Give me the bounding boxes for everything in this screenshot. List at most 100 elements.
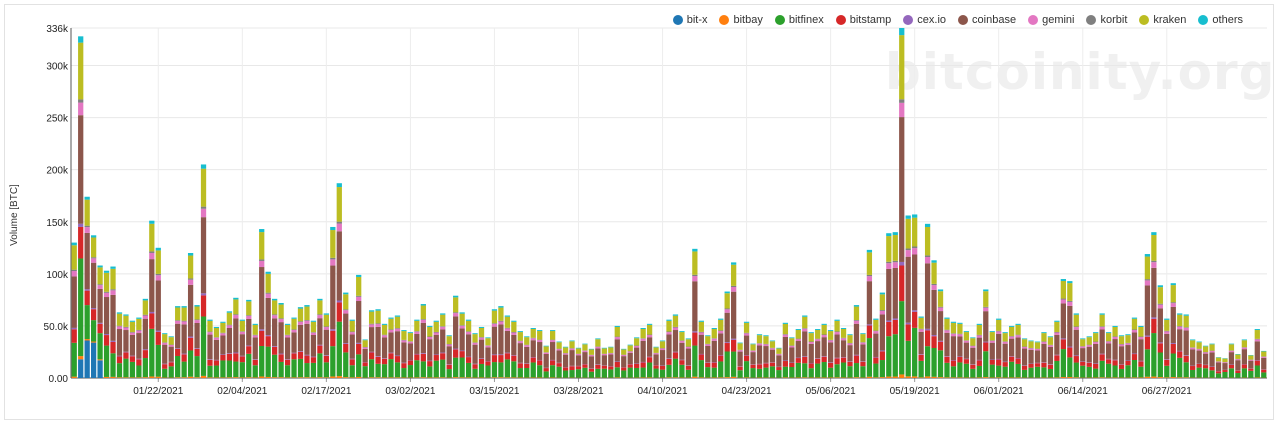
bar-segment-bitstamp <box>381 358 388 365</box>
bar-segment-cexio <box>246 345 252 347</box>
bar-segment-cexio <box>918 354 924 355</box>
bar-segment-bitfinex <box>944 362 950 378</box>
bar-segment-korbit <box>330 257 336 260</box>
bar-segment-coinbase <box>659 350 666 366</box>
bar-segment-gemini <box>465 331 472 335</box>
bar-segment-bitfinex <box>1144 349 1151 377</box>
bar-segment-kraken <box>640 329 646 339</box>
legend-item[interactable]: cex.io <box>903 14 946 26</box>
bar-segment-coinbase <box>970 347 976 365</box>
bar-segment-bitstamp <box>1222 370 1228 372</box>
bar-segment-bitstamp <box>142 350 148 359</box>
legend-item[interactable]: coinbase <box>958 14 1016 26</box>
chart-svg: 0.0050.0k100k150k200k250k300k336k01/22/2… <box>44 24 1267 397</box>
bar-segment-bitstamp <box>129 356 136 362</box>
bar-segment-bitfinex <box>737 370 743 378</box>
bar-segment-others <box>750 343 756 345</box>
bar-segment-korbit <box>453 312 459 314</box>
bar-segment-bitbay <box>1073 377 1079 378</box>
legend-item[interactable]: bit-x <box>672 14 707 26</box>
bar-segment-gemini <box>750 350 756 353</box>
bar-segment-gemini <box>847 343 853 346</box>
bar-segment-cexio <box>1015 357 1021 359</box>
bar-segment-others <box>840 328 847 329</box>
bar-segment-gemini <box>1222 362 1228 364</box>
bar-segment-kraken <box>1222 358 1228 363</box>
bar-segment-bitstamp <box>1248 368 1254 371</box>
bar-segment-coinbase <box>233 318 239 353</box>
bar-segment-others <box>1131 317 1138 319</box>
bar-segment-gemini <box>194 320 200 323</box>
bar-segment-bitbay <box>84 339 90 341</box>
bar-segment-bitfinex <box>679 364 685 378</box>
bar-segment-bitfinex <box>976 365 982 378</box>
bar-segment-kraken <box>310 321 317 333</box>
bar-segment-bitfinex <box>433 360 439 378</box>
legend-swatch <box>1198 15 1209 25</box>
bar-segment-bitbay <box>853 377 860 378</box>
bar-segment-bitfinex <box>608 369 614 378</box>
bar-segment-gemini <box>381 335 388 338</box>
bar-segment-bitstamp <box>226 353 233 361</box>
bar-segment-bitstamp <box>388 353 394 360</box>
bar-segment-gemini <box>873 331 879 334</box>
bar-segment-gemini <box>1170 303 1176 307</box>
bar-segment-bitfinex <box>155 344 161 377</box>
bar-segment-korbit <box>349 331 355 333</box>
bar-segment-cexio <box>666 358 672 359</box>
bar-segment-bitbay <box>200 375 207 378</box>
bar-segment-gemini <box>1112 336 1118 340</box>
legend-item[interactable]: bitfinex <box>774 14 824 26</box>
bar-segment-korbit <box>1157 303 1163 305</box>
legend-item[interactable]: bitbay <box>719 14 763 26</box>
bar-segment-cexio <box>1157 342 1163 344</box>
bar-segment-bitbay <box>918 377 924 378</box>
bar-segment-cexio <box>233 352 239 354</box>
legend-item[interactable]: kraken <box>1139 14 1186 26</box>
bar-segment-coinbase <box>685 348 692 366</box>
bar-segment-gemini <box>672 327 679 331</box>
bar-segment-gemini <box>498 321 504 325</box>
bar-segment-bitstamp <box>1131 354 1138 360</box>
legend-item[interactable]: bitstamp <box>835 14 891 26</box>
bar-segment-kraken <box>905 218 911 249</box>
bar-segment-bitfinex <box>78 258 84 357</box>
bar-segment-cexio <box>297 351 304 352</box>
bar-segment-coinbase <box>672 330 679 352</box>
bar-segment-bitfinex <box>601 368 607 378</box>
bar-segment-others <box>336 183 342 188</box>
bar-segment-coinbase <box>588 356 595 369</box>
legend-item[interactable]: korbit <box>1086 14 1127 26</box>
bar-segment-bitbay <box>912 376 918 378</box>
bar-segment-bitfinex <box>537 365 543 378</box>
bar-segment-korbit <box>782 334 788 335</box>
legend-item[interactable]: others <box>1198 14 1243 26</box>
bar-segment-cexio <box>291 352 297 354</box>
bar-segment-bitstamp <box>343 343 349 353</box>
bar-segment-bitstamp <box>937 341 944 351</box>
bar-segment-kraken <box>957 323 963 334</box>
bar-segment-bitbay <box>1157 377 1163 378</box>
bar-segment-others <box>1021 338 1028 340</box>
bar-segment-bitfinex <box>970 368 976 378</box>
bar-segment-bitstamp <box>601 365 607 369</box>
bar-segment-bitbay <box>252 377 258 378</box>
bar-segment-bitbay <box>879 377 885 378</box>
bar-segment-korbit <box>175 320 181 321</box>
bar-segment-gemini <box>737 350 743 352</box>
bar-segment-bitstamp <box>297 351 304 359</box>
bar-segment-bitstamp <box>879 351 885 361</box>
bar-segment-coinbase <box>1157 308 1163 343</box>
bar-segment-coinbase <box>853 323 860 355</box>
x-tick-label: 06/27/2021 <box>1142 386 1192 397</box>
bar-segment-bitstamp <box>317 345 323 354</box>
bar-segment-bitstamp <box>272 346 278 355</box>
legend-item[interactable]: gemini <box>1028 14 1074 26</box>
bar-segment-cexio <box>1112 359 1118 361</box>
bar-segment-kraken <box>459 313 465 326</box>
bar-segment-bitstamp <box>1093 363 1099 369</box>
bar-segment-korbit <box>892 260 898 263</box>
bar-segment-korbit <box>123 326 129 328</box>
bar-segment-bitbay <box>899 374 905 378</box>
bar-segment-others <box>1093 332 1099 334</box>
